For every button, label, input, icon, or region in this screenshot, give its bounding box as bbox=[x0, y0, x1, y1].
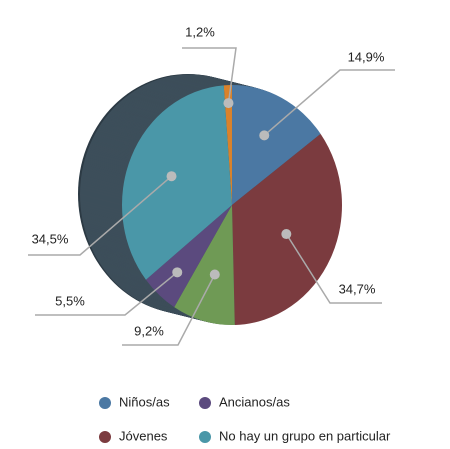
legend-swatch bbox=[199, 397, 211, 409]
data-label: 1,2% bbox=[185, 24, 215, 39]
data-label: 9,2% bbox=[134, 323, 164, 338]
leader-dot bbox=[259, 130, 270, 141]
legend-label: No hay un grupo en particular bbox=[219, 428, 391, 443]
leader-line bbox=[122, 274, 216, 346]
leader-line bbox=[263, 69, 395, 136]
pie-slice bbox=[174, 205, 235, 325]
legend-swatch bbox=[99, 431, 111, 443]
leader-line bbox=[182, 47, 237, 104]
data-label: 34,5% bbox=[32, 231, 69, 246]
legend-swatch bbox=[199, 431, 211, 443]
leader-dot bbox=[209, 269, 220, 280]
leader-line bbox=[35, 271, 178, 316]
leader-line bbox=[285, 233, 382, 304]
legend-label: Ancianos/as bbox=[219, 394, 290, 409]
data-label: 34,7% bbox=[339, 281, 376, 296]
pie-slice bbox=[223, 85, 232, 205]
leader-dot bbox=[166, 171, 177, 182]
leader-line bbox=[28, 175, 173, 256]
leader-dot bbox=[172, 267, 183, 278]
legend-label: Jóvenes bbox=[119, 428, 168, 443]
data-label: 5,5% bbox=[55, 293, 85, 308]
pie-slice bbox=[121, 85, 232, 280]
leader-dot bbox=[223, 98, 234, 109]
legend-swatch bbox=[99, 397, 111, 409]
pie-slice bbox=[232, 85, 321, 205]
leader-dot bbox=[281, 229, 292, 240]
pie-slice bbox=[145, 205, 232, 308]
data-label: 14,9% bbox=[348, 49, 385, 64]
legend-label: Niños/as bbox=[119, 394, 170, 409]
